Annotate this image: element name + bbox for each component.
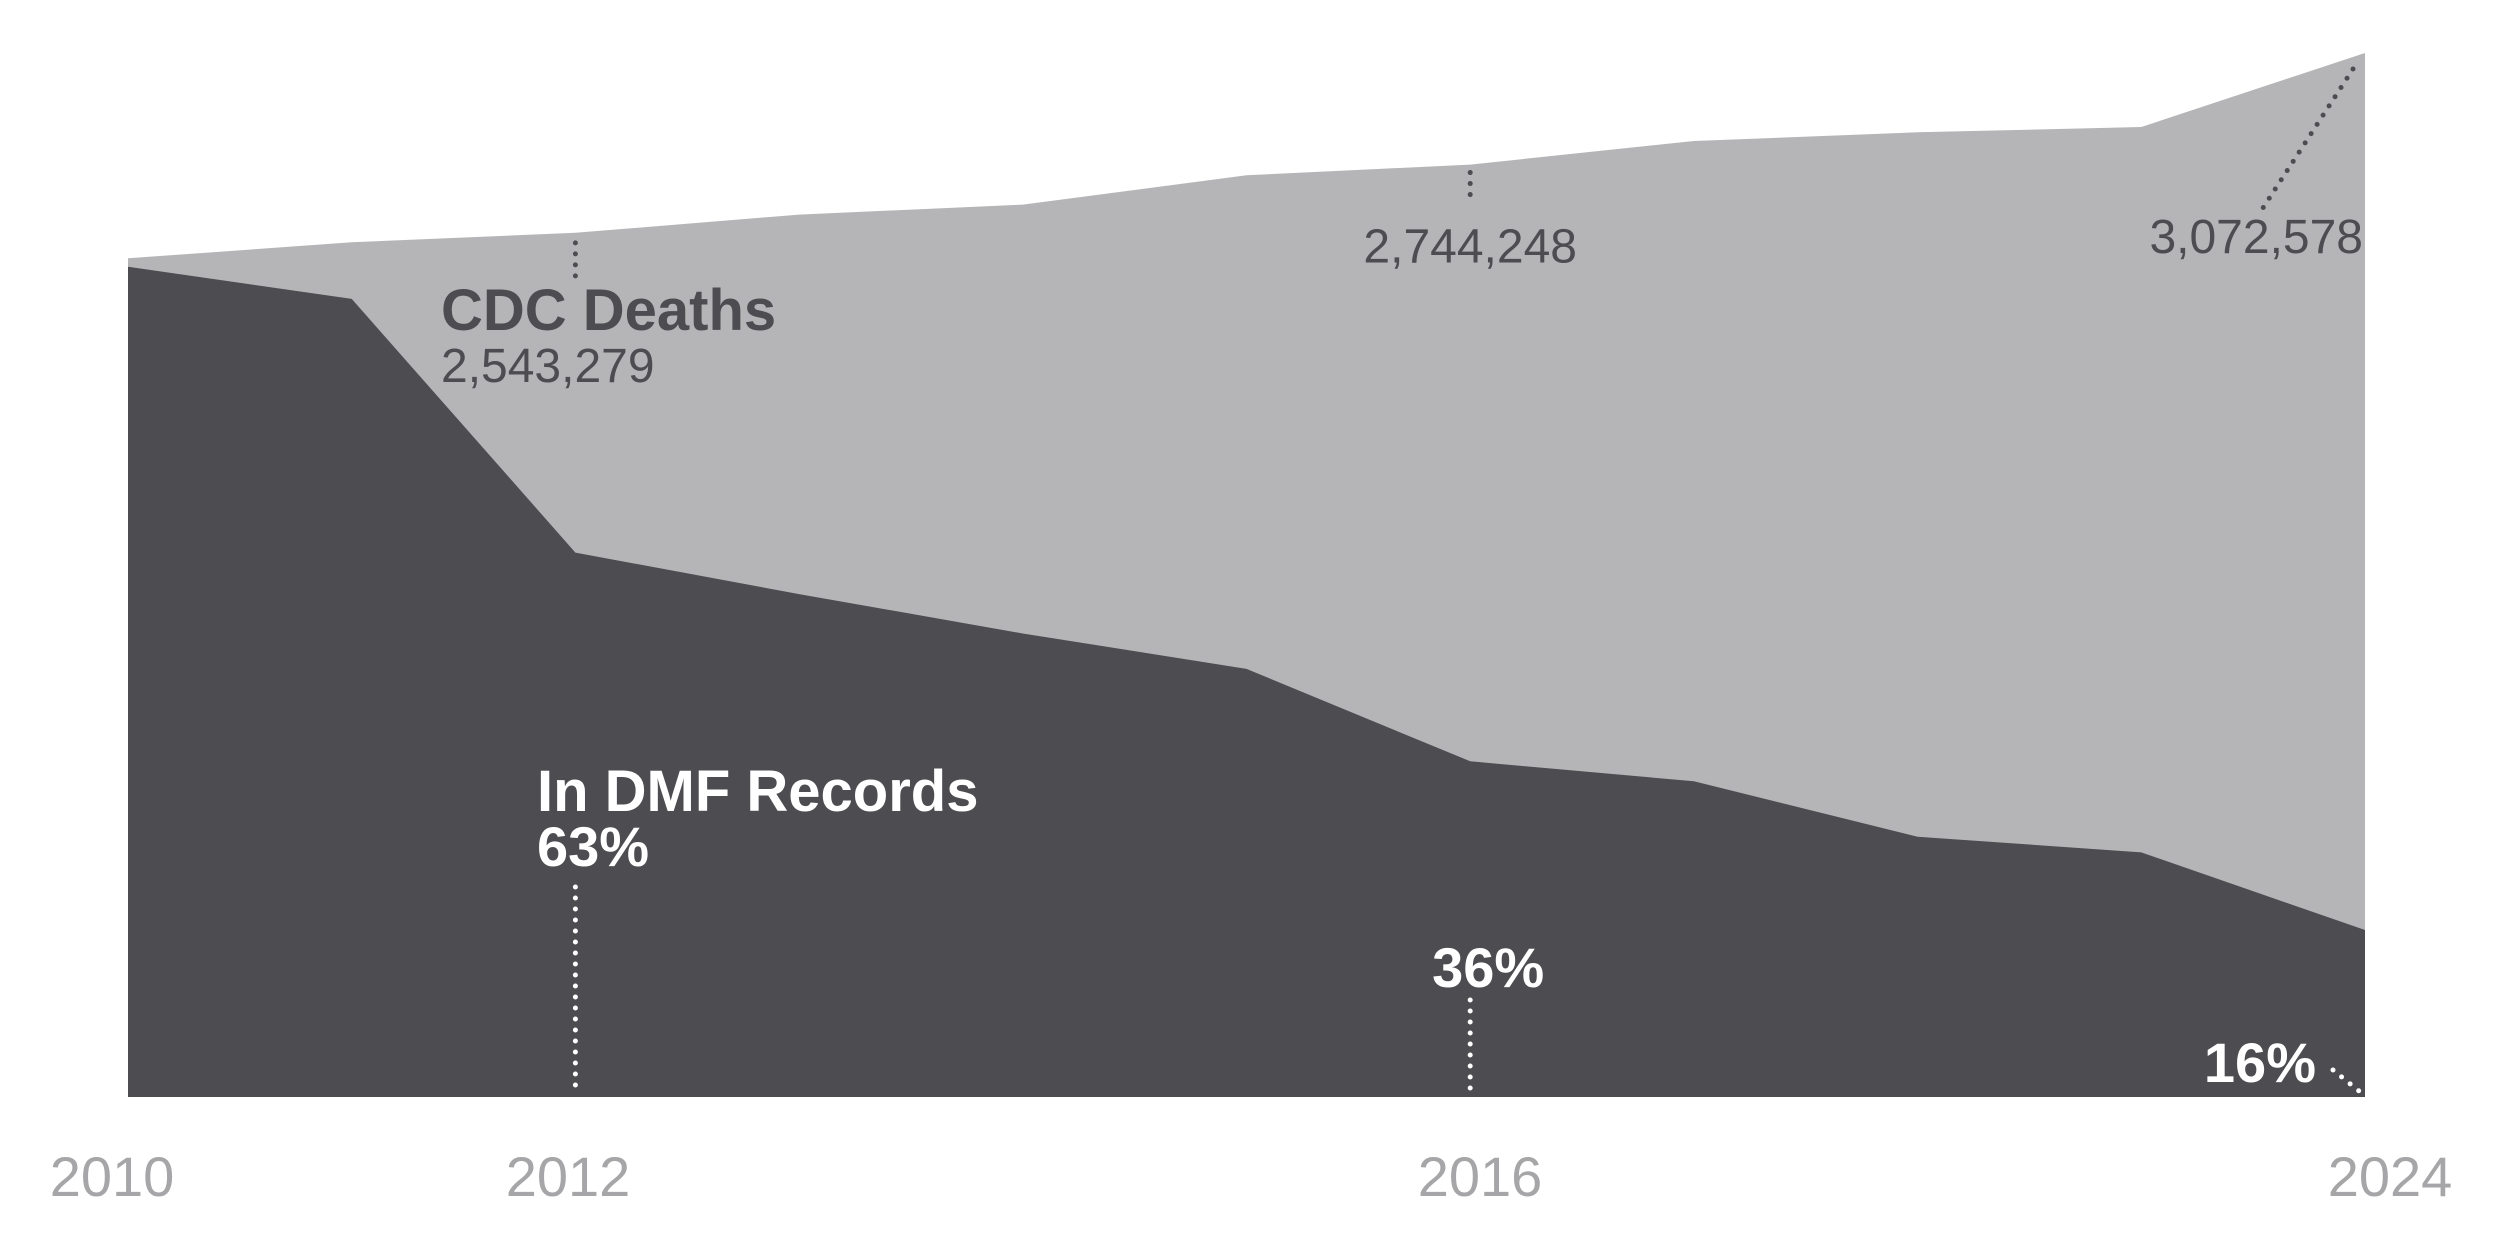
dmf-last-pct: 16% — [2204, 1031, 2316, 1094]
cdc-2016-value: 2,744,248 — [1363, 221, 1577, 274]
area-in-dmf-records — [128, 266, 2365, 1097]
cdc-last-value: 3,072,578 — [2149, 211, 2363, 264]
dmf-2016-pct: 36% — [1432, 936, 1544, 999]
x-tick-2016: 2016 — [1418, 1145, 1543, 1208]
x-tick-2024: 2024 — [2328, 1145, 2453, 1208]
chart-areas — [128, 53, 2365, 1097]
x-axis-ticks: 2010 2012 2016 2024 — [50, 1145, 2453, 1208]
cdc-series-name: CDC Deaths — [441, 278, 776, 343]
annotation-leaders — [572, 66, 2362, 1094]
cdc-2012-value: 2,543,279 — [441, 340, 655, 393]
dmf-2012-pct: 63% — [537, 815, 649, 878]
x-tick-2010: 2010 — [50, 1145, 175, 1208]
x-tick-2012: 2012 — [506, 1145, 631, 1208]
dmf-series-name: In DMF Records — [537, 759, 979, 824]
cdc-last-leader — [2258, 66, 2356, 214]
